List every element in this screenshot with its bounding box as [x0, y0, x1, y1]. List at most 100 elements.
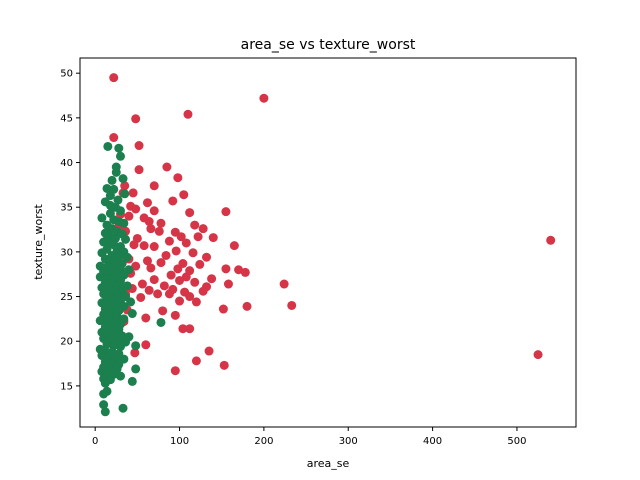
- data-point: [131, 341, 141, 351]
- data-point: [115, 206, 125, 216]
- y-tick-label: 30: [60, 247, 73, 258]
- data-point: [193, 232, 203, 242]
- data-point: [240, 267, 250, 277]
- x-tick-label: 200: [254, 436, 273, 447]
- x-axis: 0 100 200 300 400 500: [92, 427, 526, 447]
- data-point: [161, 250, 171, 260]
- data-point: [109, 73, 119, 83]
- data-point: [287, 300, 297, 310]
- data-point: [114, 143, 124, 153]
- data-point: [164, 289, 174, 299]
- data-point: [181, 238, 191, 248]
- data-point: [102, 230, 112, 240]
- data-point: [126, 297, 136, 307]
- data-point: [146, 263, 156, 273]
- data-point: [122, 252, 132, 262]
- data-point: [102, 339, 112, 349]
- data-point: [105, 200, 115, 210]
- y-tick-label: 15: [60, 381, 73, 392]
- data-point: [146, 224, 156, 234]
- data-point: [115, 151, 125, 161]
- data-point: [229, 241, 239, 251]
- data-point: [176, 232, 186, 242]
- data-point: [168, 196, 178, 206]
- data-point: [173, 173, 183, 183]
- data-point: [191, 297, 201, 307]
- data-point: [124, 211, 134, 221]
- data-point: [533, 350, 543, 360]
- data-point: [149, 242, 159, 252]
- data-point: [156, 218, 166, 228]
- data-point: [188, 248, 198, 258]
- data-point: [156, 258, 166, 268]
- data-point: [142, 256, 152, 266]
- data-point: [139, 241, 149, 251]
- data-point: [128, 188, 138, 198]
- data-point: [115, 371, 125, 381]
- data-point: [185, 208, 195, 218]
- data-point: [183, 109, 193, 119]
- data-point: [190, 277, 200, 287]
- x-tick-label: 300: [339, 436, 358, 447]
- plot-frame: [79, 57, 577, 428]
- data-point: [162, 162, 172, 172]
- x-tick-label: 0: [92, 436, 98, 447]
- data-point: [131, 204, 141, 214]
- data-point: [95, 316, 105, 326]
- chart-title: area_se vs texture_worst: [241, 37, 416, 53]
- data-point: [134, 165, 144, 175]
- data-point: [221, 207, 231, 217]
- data-point: [118, 174, 128, 184]
- data-point: [141, 340, 151, 350]
- data-point: [221, 264, 231, 274]
- data-point: [131, 261, 141, 271]
- data-point: [136, 292, 146, 302]
- data-point: [218, 304, 228, 314]
- data-point: [204, 346, 214, 356]
- data-point: [149, 275, 159, 285]
- x-tick-label: 100: [170, 436, 189, 447]
- data-point: [144, 285, 154, 295]
- data-point: [154, 226, 164, 236]
- data-point: [115, 342, 125, 352]
- data-point: [159, 281, 169, 291]
- data-point: [164, 236, 174, 246]
- data-point: [149, 206, 159, 216]
- data-point: [100, 378, 110, 388]
- data-point: [130, 348, 140, 358]
- data-point: [97, 213, 107, 223]
- data-point: [202, 252, 212, 262]
- data-point: [124, 332, 134, 342]
- data-point: [121, 234, 131, 244]
- data-point: [99, 400, 109, 410]
- data-point: [102, 183, 112, 193]
- data-point: [95, 272, 105, 282]
- data-point: [185, 292, 195, 302]
- data-point: [195, 259, 205, 269]
- data-point: [153, 289, 163, 299]
- data-point: [185, 324, 195, 334]
- y-tick-label: 50: [60, 69, 73, 80]
- y-tick-label: 45: [60, 113, 73, 124]
- data-point: [127, 376, 137, 386]
- data-point: [103, 141, 113, 151]
- data-point: [234, 265, 244, 275]
- data-point: [109, 133, 119, 143]
- data-point: [259, 93, 269, 103]
- data-point: [131, 114, 141, 124]
- data-point: [156, 317, 166, 327]
- data-point: [105, 191, 115, 201]
- data-point: [179, 190, 189, 200]
- series-1: [95, 141, 166, 417]
- data-point: [142, 198, 152, 208]
- data-point: [120, 181, 130, 191]
- y-axis-title: texture_worst: [32, 204, 45, 280]
- data-point: [149, 181, 159, 191]
- x-tick-label: 500: [507, 436, 526, 447]
- data-point: [170, 310, 180, 320]
- data-point: [190, 220, 200, 230]
- data-point: [175, 296, 185, 306]
- data-point: [111, 162, 121, 172]
- y-axis: 15 20 25 30 35 40 45 50: [60, 69, 80, 392]
